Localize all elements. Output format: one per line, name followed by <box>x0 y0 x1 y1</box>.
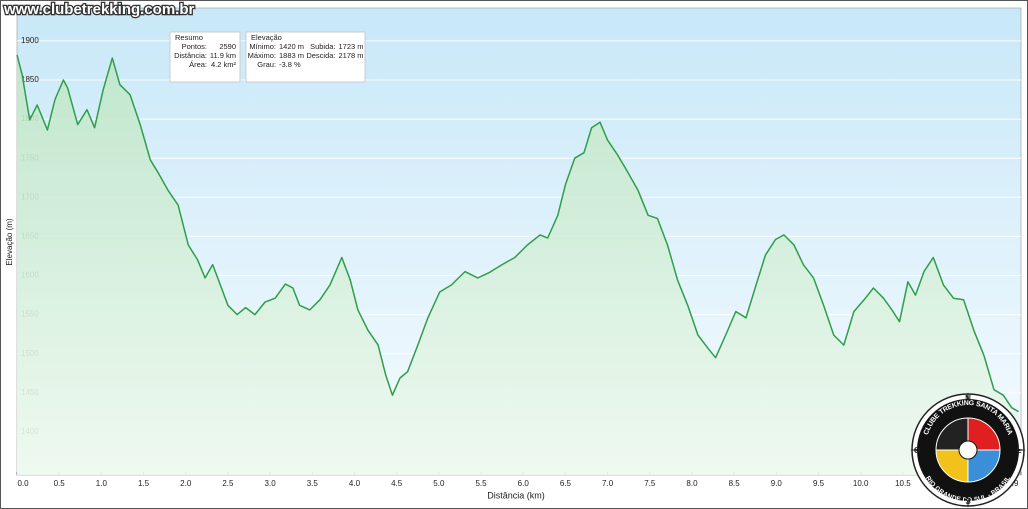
x-tick-label: 7.0 <box>602 479 614 488</box>
stat-label: Grau: <box>257 60 276 69</box>
stat-label: Pontos: <box>182 42 207 51</box>
stat-value: 2178 m <box>339 51 364 60</box>
x-tick-label: 6.5 <box>560 479 572 488</box>
stat-value: -3.8 % <box>279 60 301 69</box>
stat-label: Máximo: <box>248 51 276 60</box>
stat-label: Distância: <box>174 51 207 60</box>
stat-label: Subida: <box>310 42 335 51</box>
y-tick-label: 1900 <box>21 36 39 45</box>
stat-label: Mínimo: <box>249 42 276 51</box>
compass-letter: O <box>914 446 920 455</box>
marks <box>16 54 1019 476</box>
logo-quadrant <box>935 417 969 451</box>
x-tick-label: 1.5 <box>138 479 150 488</box>
logo: CLUBE TREKKING SANTA MARIA RIO GRANDE DO… <box>910 392 1026 508</box>
stat-value: 11.9 km <box>210 51 236 60</box>
area-fill <box>17 54 1019 476</box>
logo-quadrant <box>935 449 969 483</box>
logo-quadrant <box>967 449 1001 483</box>
stats-box-title: Resumo <box>175 33 203 42</box>
x-tick-label: 1.0 <box>96 479 108 488</box>
elevation-line <box>16 54 1019 413</box>
x-tick-label: 4.0 <box>349 479 361 488</box>
y-tick-label: 1850 <box>21 75 39 84</box>
x-tick-label: 2.5 <box>222 479 234 488</box>
stat-value: 1723 m <box>339 42 364 51</box>
stat-value: 4.2 km² <box>211 60 237 69</box>
x-tick-label: 10.5 <box>895 479 911 488</box>
x-tick-label: 10.0 <box>853 479 869 488</box>
x-tick-label: 3.5 <box>307 479 319 488</box>
stats-box <box>169 31 241 83</box>
stats-box <box>245 31 366 83</box>
x-tick-label: 4.5 <box>391 479 403 488</box>
logo-center <box>958 440 978 460</box>
x-tick-label: 9.5 <box>813 479 825 488</box>
x-tick-label: 7.5 <box>644 479 656 488</box>
x-tick-label: 5.0 <box>433 479 445 488</box>
stat-label: Descida: <box>306 51 335 60</box>
stat-value: 2590 <box>219 42 236 51</box>
compass-letter: L <box>1017 446 1022 455</box>
x-tick-label: 0.5 <box>54 479 66 488</box>
x-tick-label: 8.0 <box>686 479 698 488</box>
x-tick-label: 3.0 <box>265 479 277 488</box>
y-axis-title: Elevação (m) <box>5 218 14 265</box>
compass-letter: S <box>965 497 971 506</box>
x-tick-label: 6.0 <box>518 479 530 488</box>
x-tick-label: 8.5 <box>729 479 741 488</box>
x-tick-label: 2.0 <box>180 479 192 488</box>
stat-value: 1883 m <box>279 51 304 60</box>
watermark: www.clubetrekking.com.br <box>3 1 194 18</box>
compass-letter: N <box>965 394 971 403</box>
x-tick-label: 9.0 <box>771 479 783 488</box>
logo-quadrant <box>967 417 1001 451</box>
x-tick-label: 0.0 <box>17 479 29 488</box>
stat-value: 1420 m <box>279 42 304 51</box>
x-axis-title: Distância (km) <box>487 490 545 500</box>
x-tick-label: 5.5 <box>475 479 487 488</box>
stat-label: Área: <box>189 60 207 69</box>
stats-box-title: Elevação <box>251 33 282 42</box>
